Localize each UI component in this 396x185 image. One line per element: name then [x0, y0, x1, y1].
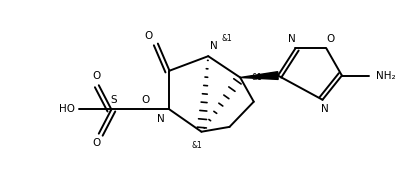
Text: O: O — [141, 95, 149, 105]
Text: N: N — [321, 105, 328, 115]
Text: N: N — [157, 114, 165, 124]
Text: HO: HO — [59, 105, 74, 115]
Text: O: O — [93, 70, 101, 80]
Text: N: N — [210, 41, 218, 51]
Text: S: S — [110, 95, 117, 105]
Polygon shape — [240, 72, 278, 79]
Text: O: O — [145, 31, 153, 41]
Text: O: O — [93, 138, 101, 148]
Text: &1: &1 — [191, 141, 202, 150]
Text: NH₂: NH₂ — [376, 70, 395, 80]
Text: N: N — [287, 34, 295, 44]
Text: &1: &1 — [222, 34, 232, 43]
Text: &1: &1 — [252, 73, 263, 82]
Text: O: O — [326, 34, 334, 44]
